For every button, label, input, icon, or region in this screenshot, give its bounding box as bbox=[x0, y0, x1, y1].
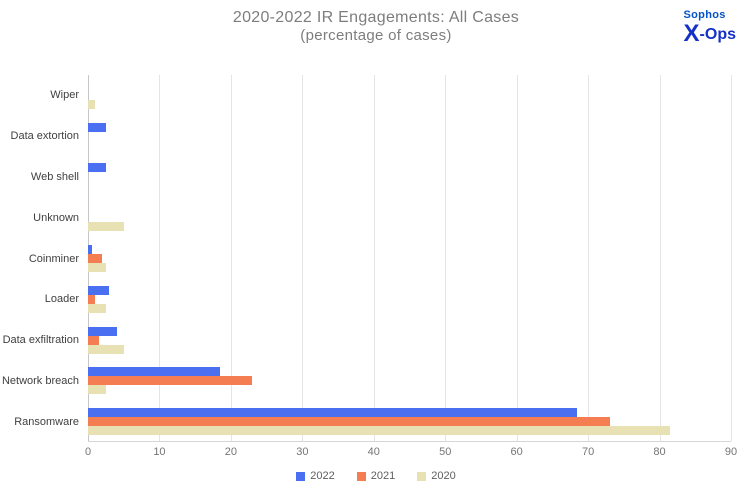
chart-title: 2020-2022 IR Engagements: All Cases bbox=[232, 9, 520, 26]
legend-swatch bbox=[417, 471, 427, 481]
x-tick-label: 20 bbox=[224, 446, 237, 458]
bar-group bbox=[88, 116, 731, 157]
category-row: Coinminer bbox=[0, 238, 731, 279]
chart-rows: Wiper Data extortion Web shell Unknown Coinm… bbox=[0, 75, 731, 442]
bar-2022-data-extortion bbox=[88, 122, 106, 132]
bar-2020-network-breach bbox=[88, 385, 106, 395]
bar-2021-coinminer bbox=[88, 254, 103, 264]
x-tick-label: 50 bbox=[439, 446, 452, 458]
sophos-xops-logo: Sophos X-Ops bbox=[684, 10, 736, 46]
bar-2020-ransomware bbox=[88, 426, 671, 436]
bar-group bbox=[88, 197, 731, 238]
x-tick-label: 90 bbox=[724, 446, 738, 458]
category-row: Network breach bbox=[0, 360, 731, 401]
category-label: Loader bbox=[44, 293, 79, 306]
legend-label: 2021 bbox=[370, 470, 396, 482]
ops-text: -Ops bbox=[699, 26, 736, 43]
legend-label: 2022 bbox=[310, 470, 335, 482]
category-label: Ransomware bbox=[14, 415, 79, 428]
gridline bbox=[659, 75, 661, 441]
gridline bbox=[445, 75, 447, 441]
category-row: Data exfiltration bbox=[0, 320, 731, 361]
x-tick-label: 60 bbox=[510, 446, 523, 458]
legend-item-2021: 2021 bbox=[356, 470, 396, 482]
bar-2022-coinminer bbox=[88, 245, 92, 255]
bar-2021-ransomware bbox=[88, 417, 610, 427]
category-row: Data extortion bbox=[0, 116, 731, 157]
bar-2022-loader bbox=[88, 285, 110, 295]
category-row: Ransomware bbox=[0, 401, 731, 442]
bar-2021-data-exfiltration bbox=[88, 335, 99, 345]
gridline bbox=[230, 75, 232, 441]
bar-2022-data-exfiltration bbox=[88, 326, 117, 336]
bar-group bbox=[88, 75, 731, 116]
gridline bbox=[588, 75, 590, 441]
category-label: Unknown bbox=[33, 211, 79, 224]
bar-group bbox=[88, 157, 731, 198]
sophos-wordmark: Sophos bbox=[683, 9, 726, 21]
bar-2020-coinminer bbox=[88, 263, 106, 273]
x-axis: 0 10 20 30 40 50 60 70 80 90 bbox=[84, 446, 737, 460]
gridline bbox=[516, 75, 518, 441]
x-tick-label: 10 bbox=[153, 446, 166, 458]
category-label: Web shell bbox=[30, 170, 79, 183]
x-tick-label: 70 bbox=[581, 446, 595, 458]
legend-item-2022: 2022 bbox=[296, 470, 335, 482]
category-label: Coinminer bbox=[28, 252, 79, 265]
gridline bbox=[159, 75, 161, 441]
legend-item-2020: 2020 bbox=[417, 470, 456, 482]
xops-wordmark: X-Ops bbox=[684, 22, 736, 46]
bar-2020-data-exfiltration bbox=[88, 344, 124, 354]
bar-2020-unknown bbox=[88, 222, 124, 232]
gridline bbox=[302, 75, 304, 441]
chart-subtitle: (percentage of cases) bbox=[300, 27, 452, 44]
bar-2022-web-shell bbox=[88, 163, 106, 173]
category-label: Data extortion bbox=[10, 130, 79, 143]
bar-group bbox=[88, 320, 731, 361]
bar-2020-wiper bbox=[88, 99, 96, 109]
legend-label: 2020 bbox=[431, 470, 456, 482]
x-tick-label: 40 bbox=[367, 446, 380, 458]
legend-swatch bbox=[356, 471, 366, 481]
bar-2021-loader bbox=[88, 294, 96, 304]
bar-group bbox=[88, 238, 731, 279]
category-label: Network breach bbox=[1, 374, 79, 387]
category-row: Unknown bbox=[0, 197, 731, 238]
legend-swatch bbox=[296, 471, 306, 481]
category-label: Wiper bbox=[50, 89, 79, 102]
category-row: Loader bbox=[0, 279, 731, 320]
category-row: Web shell bbox=[0, 157, 731, 198]
category-row: Wiper bbox=[0, 75, 731, 116]
bar-group bbox=[88, 360, 731, 401]
bar-2020-loader bbox=[88, 303, 106, 313]
bar-2022-ransomware bbox=[88, 408, 578, 418]
bar-2021-network-breach bbox=[88, 376, 253, 386]
bar-group bbox=[88, 279, 731, 320]
x-tick-label: 80 bbox=[653, 446, 666, 458]
x-tick-label: 30 bbox=[296, 446, 309, 458]
category-label: Data exfiltration bbox=[2, 334, 79, 347]
legend: 2022 2021 2020 bbox=[0, 470, 752, 482]
x-icon: X bbox=[683, 20, 700, 47]
x-tick-label: 0 bbox=[84, 446, 92, 458]
bar-group bbox=[88, 401, 731, 442]
gridline bbox=[731, 75, 732, 441]
gridline bbox=[373, 75, 375, 441]
bar-2022-network-breach bbox=[88, 367, 221, 377]
bar-chart: Wiper Data extortion Web shell Unknown Coinm… bbox=[0, 62, 752, 493]
